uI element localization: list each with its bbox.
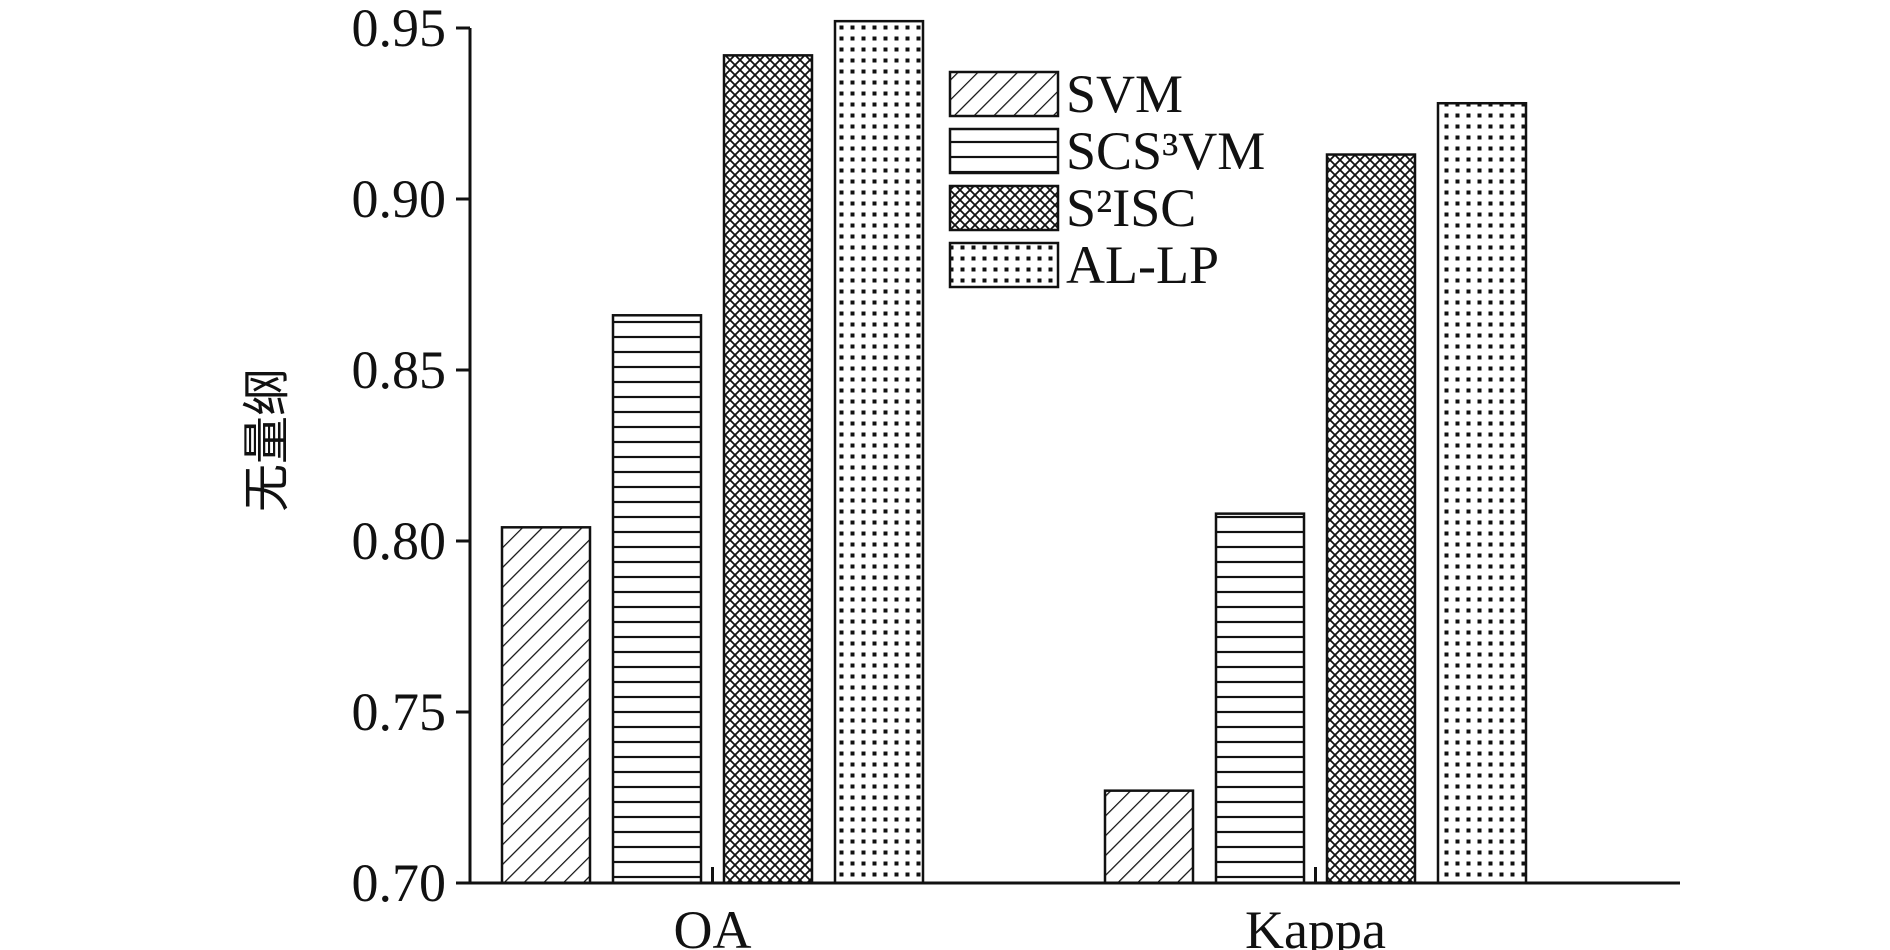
legend-swatch-1 [948, 127, 1060, 175]
y-tick-label: 0.75 [352, 682, 447, 742]
y-tick-label: 0.85 [352, 340, 447, 400]
legend-label-2: S²ISC [1066, 178, 1196, 238]
legend-label-1: SCS³VM [1066, 121, 1265, 181]
bar-kappa-1 [1214, 512, 1306, 885]
legend-swatch-2 [948, 184, 1060, 232]
y-tick-label: 0.80 [352, 511, 447, 571]
legend-label-3: AL-LP [1066, 235, 1219, 295]
x-category-label: Kappa [1245, 900, 1386, 950]
bar-oa-2 [722, 54, 814, 885]
bar-kappa-2 [1325, 153, 1417, 885]
legend-label-0: SVM [1066, 64, 1183, 124]
bar-oa-0 [500, 526, 592, 885]
y-axis-ticks: 0.70 0.75 0.80 0.85 0.90 0.95 [352, 0, 470, 913]
bar-oa-1 [611, 314, 703, 885]
x-category-label: OA [674, 900, 752, 950]
y-tick-label: 0.95 [352, 0, 447, 58]
legend-swatch-3 [948, 241, 1060, 289]
bar-kappa-3 [1436, 101, 1528, 885]
x-axis-labels: OA Kappa [674, 867, 1386, 950]
legend-swatch-0 [948, 70, 1060, 118]
y-tick-label: 0.90 [352, 169, 447, 229]
y-axis-label: 无量纲 [239, 368, 295, 512]
bar-kappa-0 [1103, 789, 1195, 885]
y-tick-label: 0.70 [352, 853, 447, 913]
bars-group [500, 19, 1528, 885]
bar-oa-3 [833, 19, 925, 885]
